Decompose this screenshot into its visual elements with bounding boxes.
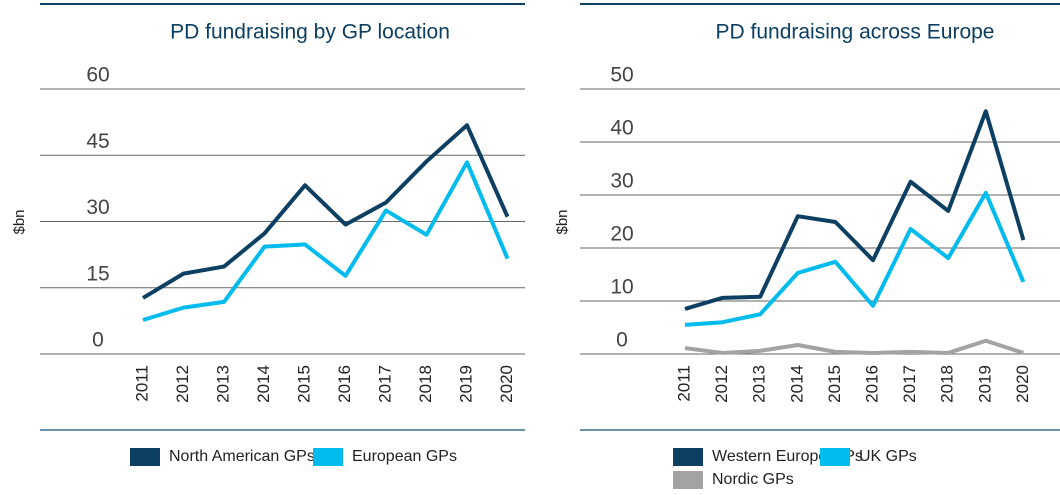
x-tick-label: 2014 <box>254 365 273 403</box>
legend-swatch <box>313 448 343 466</box>
legend-swatch <box>673 448 703 466</box>
legend-swatch <box>673 471 703 489</box>
chart-title: PD fundraising by GP location <box>170 21 450 44</box>
series-line <box>684 109 1026 311</box>
series-line <box>141 123 510 300</box>
x-tick-label: 2018 <box>416 365 435 403</box>
series-line <box>684 338 1025 355</box>
legend-swatch <box>130 448 160 466</box>
y-tick-label: 30 <box>86 196 109 219</box>
y-tick-label: 30 <box>610 170 633 193</box>
x-tick-label: 2012 <box>712 365 731 403</box>
y-tick-label: 50 <box>610 64 633 87</box>
x-tick-label: 2017 <box>900 365 919 403</box>
y-tick-label: 0 <box>92 329 104 352</box>
y-tick-label: 15 <box>86 262 109 285</box>
legend-label: European GPs <box>352 448 457 465</box>
legend-label: UK GPs <box>859 448 917 465</box>
legend-swatch <box>820 448 850 466</box>
x-tick-label: 2016 <box>335 365 354 403</box>
series-line <box>684 190 1026 327</box>
x-tick-label: 2019 <box>975 365 994 403</box>
y-tick-label: 20 <box>610 223 633 246</box>
x-tick-label: 2012 <box>173 365 192 403</box>
x-tick-label: 2014 <box>787 365 806 403</box>
x-tick-label: 2015 <box>825 365 844 403</box>
legend-label: Nordic GPs <box>712 471 794 488</box>
y-tick-label: 60 <box>86 64 109 87</box>
legend-label: North American GPs <box>169 448 315 465</box>
x-tick-label: 2016 <box>862 365 881 403</box>
y-axis-label: $bn <box>554 209 571 234</box>
y-tick-label: 10 <box>610 276 633 299</box>
x-tick-label: 2020 <box>497 365 516 403</box>
x-tick-label: 2013 <box>750 365 769 403</box>
x-tick-label: 2015 <box>294 365 313 403</box>
x-tick-label: 2018 <box>938 365 957 403</box>
x-tick-label: 2020 <box>1013 365 1032 403</box>
x-tick-label: 2011 <box>132 365 151 402</box>
x-tick-label: 2013 <box>213 365 232 403</box>
y-tick-label: 45 <box>86 130 109 153</box>
x-tick-label: 2017 <box>375 365 394 403</box>
y-axis-label: $bn <box>11 209 28 234</box>
chart-title: PD fundraising across Europe <box>716 21 995 44</box>
x-tick-label: 2019 <box>456 365 475 403</box>
x-tick-label: 2011 <box>674 365 693 402</box>
y-tick-label: 0 <box>616 329 628 352</box>
y-tick-label: 40 <box>610 117 633 140</box>
series-line <box>142 160 510 322</box>
